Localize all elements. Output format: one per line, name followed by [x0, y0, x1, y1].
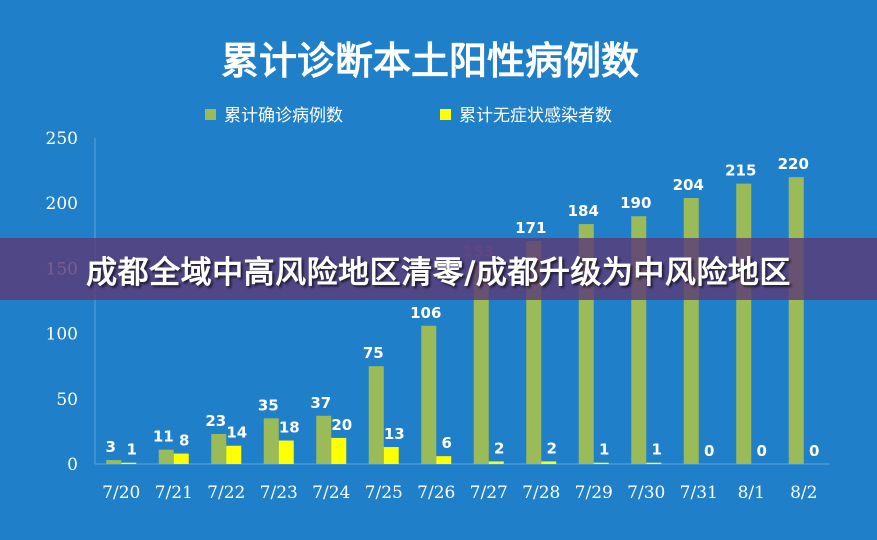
- data-label-asymptomatic: 0: [809, 442, 819, 460]
- bar-asymptomatic-7-22: [226, 445, 242, 464]
- x-tick-label: 7/30: [627, 483, 665, 503]
- legend-swatch-asymptomatic: [440, 109, 451, 120]
- legend-label-confirmed: 累计确诊病例数: [224, 106, 343, 126]
- bar-confirmed-7-27: [473, 264, 489, 464]
- bar-asymptomatic-7-23: [278, 440, 294, 464]
- y-tick-label: 200: [46, 194, 78, 214]
- bar-asymptomatic-7-29: [593, 462, 609, 464]
- data-label-confirmed: 215: [725, 162, 756, 180]
- bar-asymptomatic-7-21: [173, 453, 189, 464]
- x-tick-label: 8/2: [790, 483, 817, 503]
- x-tick-label: 7/25: [365, 483, 403, 503]
- data-label-asymptomatic: 2: [547, 439, 557, 457]
- data-label-asymptomatic: 6: [442, 434, 452, 452]
- bar-asymptomatic-7-25: [383, 447, 399, 464]
- news-banner: 成都全域中高风险地区清零/成都升级为中风险地区: [0, 238, 877, 300]
- bar-confirmed-7-26: [421, 325, 437, 464]
- banner-text: 成都全域中高风险地区清零/成都升级为中风险地区: [86, 254, 791, 291]
- bar-asymptomatic-7-20: [121, 462, 137, 464]
- data-label-confirmed: 204: [673, 176, 704, 194]
- data-label-asymptomatic: 1: [599, 441, 609, 459]
- data-label-asymptomatic: 8: [179, 432, 189, 450]
- data-label-confirmed: 171: [515, 219, 546, 237]
- bar-confirmed-7-25: [368, 366, 384, 464]
- bar-confirmed-7-24: [316, 415, 332, 464]
- bar-confirmed-7-21: [158, 449, 174, 464]
- x-tick-label: 7/31: [680, 483, 718, 503]
- x-tick-label: 7/26: [417, 483, 455, 503]
- y-tick-label: 0: [67, 455, 78, 475]
- bar-confirmed-7-20: [106, 460, 122, 464]
- x-tick-label: 7/22: [207, 483, 245, 503]
- data-label-asymptomatic: 2: [494, 439, 504, 457]
- bar-confirmed-8-2: [788, 177, 804, 464]
- data-label-asymptomatic: 1: [652, 441, 662, 459]
- data-label-confirmed: 106: [410, 304, 441, 322]
- data-label-confirmed: 37: [310, 394, 331, 412]
- data-label-confirmed: 11: [153, 428, 174, 446]
- data-label-asymptomatic: 13: [384, 425, 405, 443]
- bar-confirmed-7-22: [211, 434, 227, 464]
- bar-asymptomatic-7-24: [331, 437, 347, 464]
- bar-asymptomatic-7-26: [436, 456, 452, 464]
- data-label-confirmed: 23: [205, 412, 226, 430]
- x-tick-label: 7/23: [260, 483, 298, 503]
- legend-label-asymptomatic: 累计无症状感染者数: [459, 106, 612, 126]
- data-label-asymptomatic: 14: [226, 424, 247, 442]
- x-tick-label: 7/28: [522, 483, 560, 503]
- data-label-asymptomatic: 0: [757, 442, 767, 460]
- x-tick-label: 8/1: [738, 483, 765, 503]
- data-label-confirmed: 3: [106, 438, 116, 456]
- data-label-confirmed: 75: [363, 344, 384, 362]
- x-tick-label: 7/29: [575, 483, 613, 503]
- data-label-asymptomatic: 0: [704, 442, 714, 460]
- x-tick-label: 7/24: [312, 483, 350, 503]
- legend-swatch-confirmed: [205, 109, 216, 120]
- bar-asymptomatic-7-30: [646, 462, 662, 464]
- data-label-asymptomatic: 20: [331, 416, 352, 434]
- bar-asymptomatic-7-27: [488, 461, 504, 464]
- y-tick-labels: 050100150200250: [46, 129, 78, 475]
- data-labels: 3111823143518372075131066153217121841190…: [106, 155, 820, 460]
- x-tick-label: 7/27: [470, 483, 508, 503]
- y-tick-label: 100: [46, 325, 78, 345]
- data-label-confirmed: 220: [778, 155, 809, 173]
- y-tick-label: 250: [46, 129, 78, 149]
- data-label-confirmed: 35: [258, 396, 279, 414]
- data-label-asymptomatic: 1: [127, 441, 137, 459]
- bar-confirmed-7-23: [263, 418, 279, 464]
- bar-confirmed-8-1: [736, 183, 752, 464]
- data-label-confirmed: 190: [620, 194, 651, 212]
- y-tick-label: 50: [56, 390, 78, 410]
- data-label-confirmed: 184: [568, 202, 599, 220]
- bar-asymptomatic-7-28: [541, 461, 557, 464]
- data-label-asymptomatic: 18: [279, 419, 300, 437]
- legend: 累计确诊病例数 累计无症状感染者数: [205, 106, 612, 126]
- x-tick-label: 7/20: [102, 483, 140, 503]
- chart-title: 累计诊断本土阳性病例数: [221, 39, 639, 83]
- x-tick-labels: 7/20 7/21 7/22 7/23 7/24 7/25 7/26 7/27 7/28 7/29…: [102, 483, 817, 503]
- x-tick-label: 7/21: [155, 483, 193, 503]
